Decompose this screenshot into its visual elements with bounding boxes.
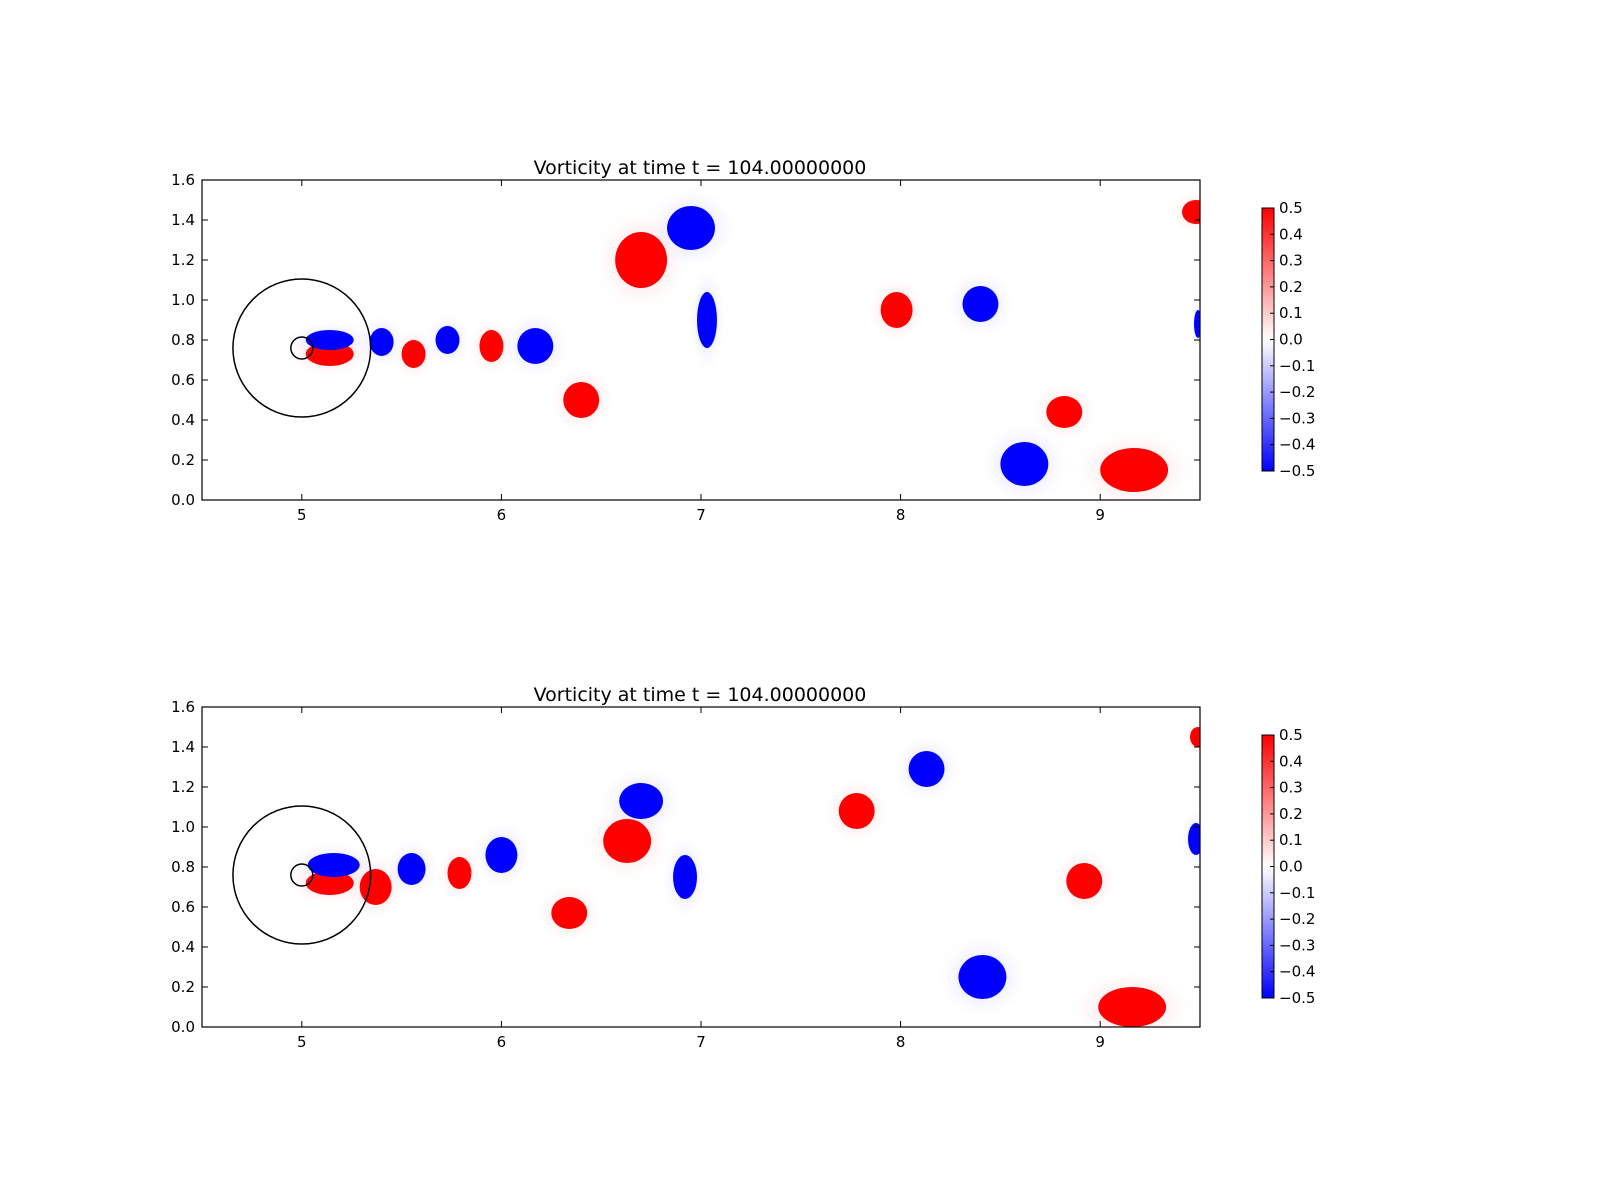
colorbar-tick-label: 0.5	[1279, 199, 1303, 217]
colorbar-tick-label: 0.4	[1279, 225, 1303, 243]
positive-vortex	[401, 340, 426, 368]
positive-vortex	[880, 292, 913, 328]
panel-top: Vorticity at time t = 104.00000000 5 6 7 8 9…	[171, 157, 1315, 524]
colorbar-tick-label: −0.5	[1279, 989, 1315, 1007]
negative-vortex	[435, 326, 460, 354]
circle-outline	[232, 805, 372, 945]
positive-vortex	[1100, 448, 1169, 492]
negative-vortex	[908, 751, 945, 787]
axes: 5 6 7 8 9 0.0 0.2 0.4 0.6 0.8 1.0 1.2 1.4 1.6	[171, 171, 1201, 524]
positive-vortex	[838, 793, 875, 829]
y-tick-label: 0.2	[171, 978, 195, 996]
y-tick-label: 0.2	[171, 451, 195, 469]
plot-area	[202, 180, 1200, 500]
colorbar: 0.5 0.4 0.3 0.2 0.1 0.0 −0.1 −0.2 −0.3 −0.4 −0.5	[1261, 726, 1315, 1007]
y-tick-label: 1.6	[171, 698, 195, 716]
colorbar: 0.5 0.4 0.3 0.2 0.1 0.0 −0.1 −0.2 −0.3 −0.4 −0.5	[1261, 199, 1315, 480]
y-tick-label: 0.4	[171, 411, 195, 429]
plot-area	[202, 707, 1200, 1027]
colorbar-tick-label: −0.4	[1279, 963, 1315, 981]
colorbar-tick-label: −0.1	[1279, 357, 1315, 375]
positive-vortex	[1066, 863, 1103, 899]
y-tick-label: 0.8	[171, 858, 195, 876]
negative-vortex	[667, 206, 715, 250]
colorbar-tick-label: −0.5	[1279, 462, 1315, 480]
colorbar-tick-label: 0.2	[1279, 805, 1303, 823]
colorbar-tick-label: 0.5	[1279, 726, 1303, 744]
negative-vortex	[397, 853, 426, 885]
x-tick-label: 9	[1095, 1033, 1105, 1051]
positive-vortex	[359, 869, 392, 905]
negative-vortex	[673, 855, 698, 899]
colorbar-tick-label: −0.1	[1279, 884, 1315, 902]
positive-vortex	[305, 871, 354, 895]
negative-vortex	[958, 955, 1007, 999]
x-tick-label: 8	[896, 1033, 906, 1051]
negative-vortex	[1000, 442, 1049, 486]
circle-outline	[232, 278, 372, 418]
x-tick-label: 7	[696, 506, 706, 524]
colorbar-tick-label: 0.0	[1279, 331, 1303, 349]
colorbar-tick-label: 0.2	[1279, 278, 1303, 296]
y-tick-label: 0.6	[171, 898, 195, 916]
chart-title: Vorticity at time t = 104.00000000	[534, 157, 867, 179]
negative-vortex	[485, 837, 518, 873]
negative-vortex	[697, 292, 717, 348]
positive-vortex	[1182, 200, 1200, 224]
y-tick-label: 0.4	[171, 938, 195, 956]
negative-vortex	[1188, 823, 1200, 855]
negative-vortex	[962, 286, 999, 322]
negative-vortex	[517, 328, 554, 364]
y-tick-label: 1.2	[171, 251, 195, 269]
y-tick-label: 1.4	[171, 738, 195, 756]
positive-vortex	[479, 330, 504, 362]
y-tick-label: 1.0	[171, 291, 195, 309]
panel-bottom: Vorticity at time t = 104.00000000 5 6 7 8 9…	[171, 684, 1315, 1051]
colorbar-tick-label: 0.4	[1279, 752, 1303, 770]
positive-vortex	[447, 857, 472, 889]
negative-vortex	[619, 783, 664, 819]
colorbar-tick-label: 0.1	[1279, 304, 1303, 322]
circle-outline	[290, 863, 314, 887]
y-tick-label: 1.2	[171, 778, 195, 796]
x-tick-label: 5	[297, 1033, 307, 1051]
negative-vortex	[1194, 310, 1200, 338]
positive-vortex	[1098, 987, 1167, 1027]
y-tick-label: 1.0	[171, 818, 195, 836]
positive-vortex	[1190, 727, 1200, 747]
y-tick-label: 0.6	[171, 371, 195, 389]
positive-vortex	[563, 382, 600, 418]
axes: 5 6 7 8 9 0.0 0.2 0.4 0.6 0.8 1.0 1.2 1.4 1.6	[171, 698, 1201, 1051]
colorbar-tick-label: −0.2	[1279, 910, 1315, 928]
negative-vortex	[305, 330, 354, 350]
x-tick-label: 8	[896, 506, 906, 524]
colorbar-tick-label: −0.3	[1279, 409, 1315, 427]
x-tick-label: 5	[297, 506, 307, 524]
x-tick-label: 7	[696, 1033, 706, 1051]
positive-vortex	[615, 232, 668, 288]
positive-vortex	[551, 897, 588, 929]
colorbar-tick-label: 0.3	[1279, 779, 1303, 797]
y-tick-label: 0.0	[171, 1018, 195, 1036]
colorbar-tick-label: −0.4	[1279, 436, 1315, 454]
y-tick-label: 0.8	[171, 331, 195, 349]
colorbar-tick-label: −0.3	[1279, 936, 1315, 954]
x-tick-label: 6	[497, 506, 507, 524]
colorbar-tick-label: −0.2	[1279, 383, 1315, 401]
chart-title: Vorticity at time t = 104.00000000	[534, 684, 867, 706]
positive-vortex	[603, 819, 652, 863]
x-tick-label: 9	[1095, 506, 1105, 524]
colorbar-tick-label: 0.3	[1279, 252, 1303, 270]
positive-vortex	[1046, 396, 1083, 428]
y-tick-label: 0.0	[171, 491, 195, 509]
negative-vortex	[369, 328, 394, 356]
negative-vortex	[307, 853, 360, 877]
y-tick-label: 1.6	[171, 171, 195, 189]
colorbar-tick-label: 0.1	[1279, 831, 1303, 849]
colorbar-tick-label: 0.0	[1279, 858, 1303, 876]
y-tick-label: 1.4	[171, 211, 195, 229]
circle-outline	[290, 336, 314, 360]
x-tick-label: 6	[497, 1033, 507, 1051]
